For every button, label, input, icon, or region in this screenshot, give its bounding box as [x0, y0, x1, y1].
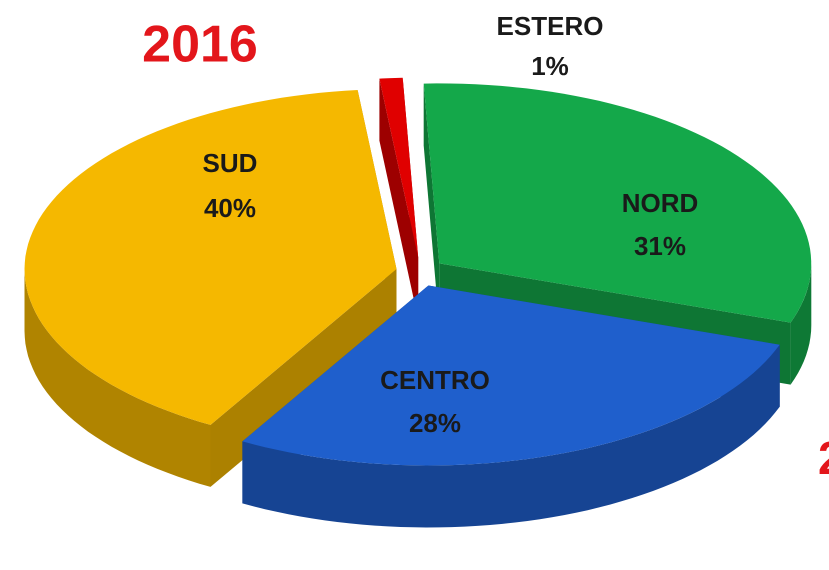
- slice-label: NORD: [622, 188, 699, 218]
- slice-side: [24, 269, 211, 487]
- slice: [242, 285, 780, 466]
- annotation: 2: [818, 432, 829, 484]
- slice-side: [242, 344, 780, 528]
- slice-label: SUD: [203, 148, 258, 178]
- slice: [379, 77, 419, 258]
- value-label: 40%: [204, 193, 256, 223]
- value-label: 1%: [531, 51, 569, 81]
- slice-wall: [423, 83, 440, 326]
- slice-wall: [379, 78, 419, 320]
- slice: [423, 83, 812, 323]
- value-label: 28%: [409, 408, 461, 438]
- slice-side: [790, 263, 812, 385]
- slice-label: CENTRO: [380, 365, 490, 395]
- chart-title: 2016: [142, 16, 258, 74]
- slice: [24, 90, 397, 425]
- value-label: 31%: [634, 231, 686, 261]
- slice-label: ESTERO: [497, 11, 604, 41]
